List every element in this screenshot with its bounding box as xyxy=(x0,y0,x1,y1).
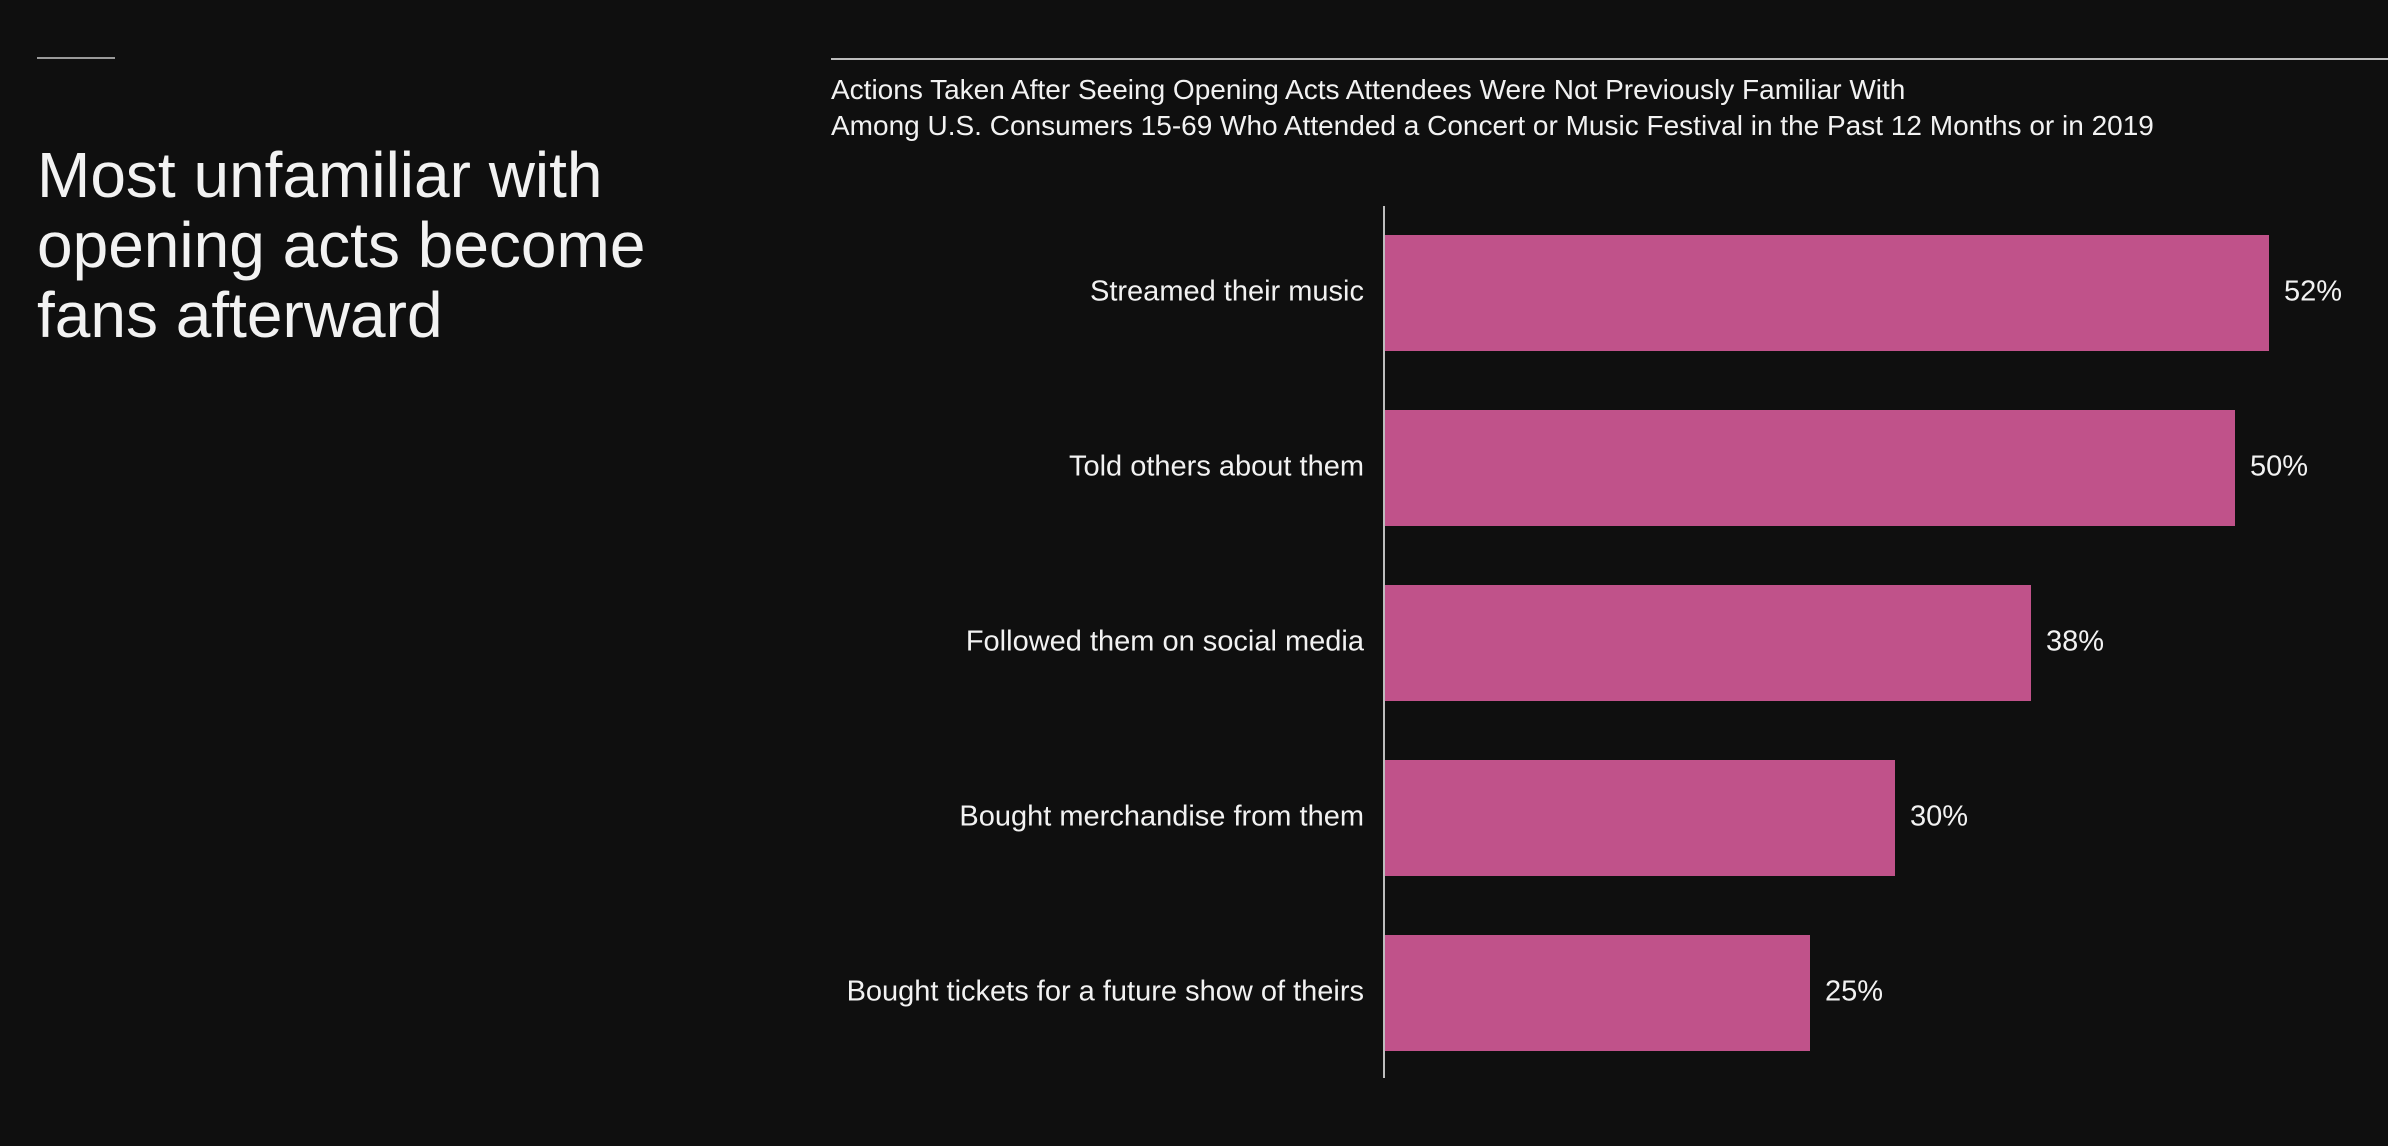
category-label: Bought tickets for a future show of thei… xyxy=(847,976,1364,1008)
value-label: 25% xyxy=(1825,976,1883,1008)
category-label: Bought merchandise from them xyxy=(959,801,1364,833)
bar xyxy=(1385,585,2031,701)
bar xyxy=(1385,235,2269,351)
chart-subtitle: Among U.S. Consumers 15-69 Who Attended … xyxy=(831,110,2154,141)
accent-rule xyxy=(37,57,115,59)
category-label: Streamed their music xyxy=(1090,276,1364,308)
bar xyxy=(1385,935,1810,1051)
chart-title: Actions Taken After Seeing Opening Acts … xyxy=(831,74,1906,105)
category-label: Told others about them xyxy=(1069,451,1364,483)
bar xyxy=(1385,760,1895,876)
chart-top-rule xyxy=(831,58,2388,60)
value-label: 38% xyxy=(2046,626,2104,658)
category-label: Followed them on social media xyxy=(966,626,1365,658)
value-label: 52% xyxy=(2284,276,2342,308)
value-label: 30% xyxy=(1910,801,1968,833)
page-headline: Most unfamiliar with opening acts become… xyxy=(37,139,646,351)
value-label: 50% xyxy=(2250,451,2308,483)
bar xyxy=(1385,410,2235,526)
